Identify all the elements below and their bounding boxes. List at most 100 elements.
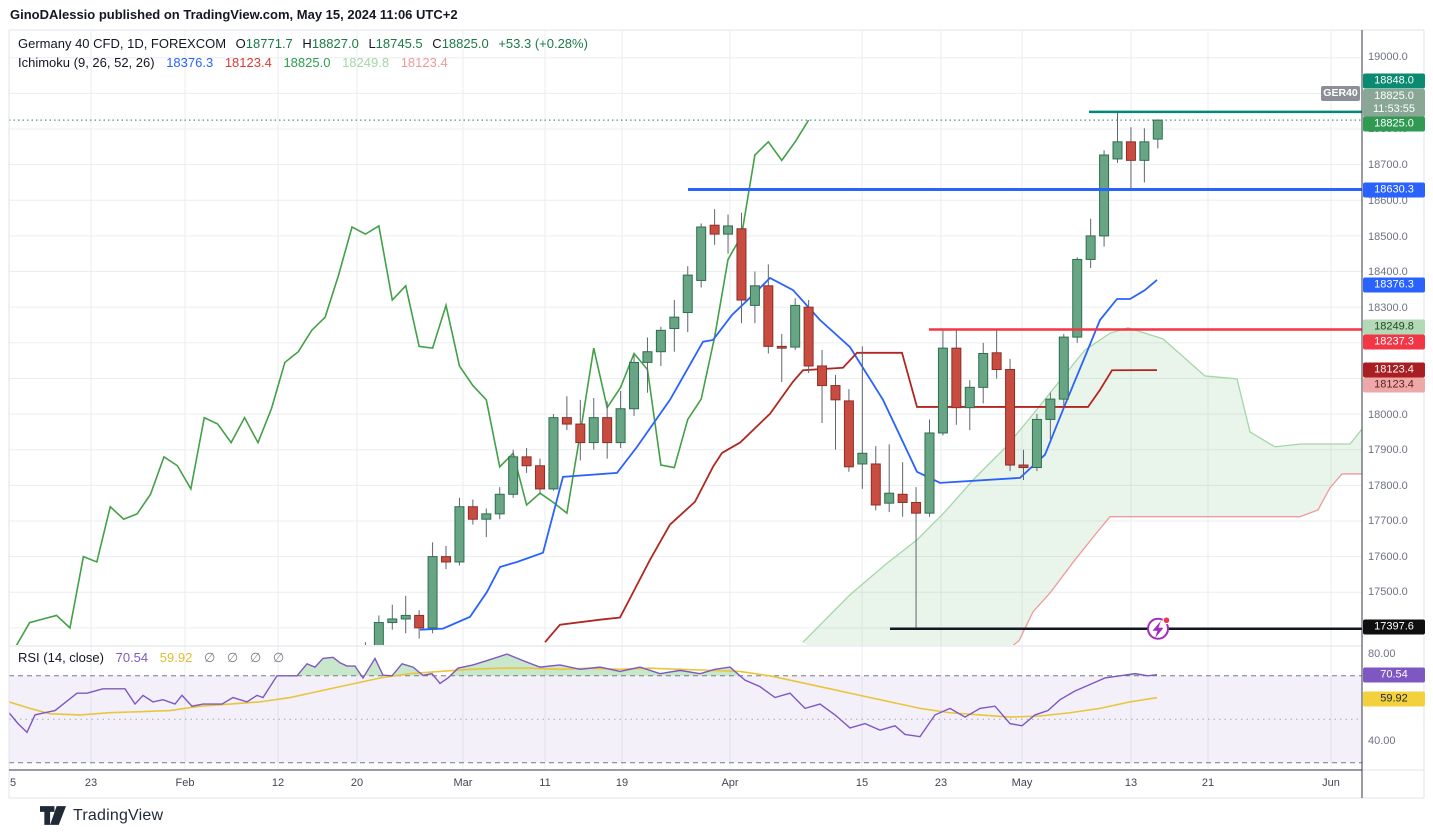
candle-up <box>790 304 801 348</box>
candle-up <box>884 492 895 504</box>
senkou-b-line <box>1012 473 1362 645</box>
time-axis-label: May <box>1011 777 1033 789</box>
byline: GinoDAlessio published on TradingView.co… <box>10 7 458 22</box>
kijun-line <box>544 351 1158 643</box>
kijun-value: 18123.4 <box>224 55 272 70</box>
price-axis-label: 17500.0 <box>1368 586 1408 598</box>
senkou-b-value: 18123.4 <box>400 55 448 70</box>
candle-up <box>669 316 680 330</box>
price-axis-badge: 18825.0 <box>1363 116 1425 132</box>
price-axis-badge: 59.92 <box>1363 691 1425 707</box>
candle-down <box>763 285 774 347</box>
symbol-legend: Germany 40 CFD, 1D, FOREXCOM O18771.7 H1… <box>18 36 588 51</box>
time-axis-label: Feb <box>175 777 195 789</box>
price-axis-label: 17900.0 <box>1368 444 1408 456</box>
candle-down <box>951 347 962 409</box>
candle-down <box>776 345 787 349</box>
rsi-empty-value: ∅ <box>226 650 239 665</box>
candle-up <box>361 646 370 658</box>
time-axis-label: 23 <box>84 777 98 789</box>
price-axis-badge: 18825.0 11:53:55 <box>1363 89 1425 117</box>
candle-up <box>696 226 707 281</box>
candle-up <box>857 452 868 465</box>
candle-down <box>736 228 747 301</box>
candle-down <box>803 306 814 367</box>
rsi-empty-value: ∅ <box>272 650 285 665</box>
high-label: H <box>302 36 312 51</box>
footer-brand-text: TradingView <box>73 806 164 824</box>
candle-up <box>924 432 935 514</box>
footer-brand: TradingView <box>40 806 163 825</box>
candle-up <box>427 556 438 629</box>
low-value: 18745.5 <box>375 36 423 51</box>
flash-alert-icon[interactable] <box>1147 616 1171 640</box>
candle-up <box>387 618 398 624</box>
ichimoku-title: Ichimoku (9, 26, 52, 26) <box>18 55 155 70</box>
candle-down <box>467 506 478 520</box>
candle-down <box>911 501 922 514</box>
candle-up <box>373 622 384 645</box>
candle-up <box>1031 418 1042 469</box>
candle-up <box>937 347 948 434</box>
price-axis-badge: 18123.4 <box>1363 377 1425 393</box>
price-axis-label: 19000.0 <box>1368 51 1408 63</box>
candle-up <box>1058 336 1069 400</box>
candle-down <box>843 400 854 468</box>
time-axis-label: 11 <box>539 777 551 789</box>
candle-down <box>561 417 572 425</box>
candle-up <box>494 493 505 515</box>
time-axis-label: 12 <box>271 777 285 789</box>
candle-up <box>964 386 975 409</box>
candle-up <box>1139 141 1150 161</box>
change-value: +53.3 (+0.28%) <box>498 36 588 51</box>
candle-up <box>629 361 640 410</box>
candle-down <box>575 423 586 444</box>
candle-up <box>588 417 599 444</box>
candle-up <box>723 225 734 235</box>
candle-up <box>1112 141 1123 160</box>
rsi-overbought-fill <box>392 663 434 676</box>
open-value: 18771.7 <box>245 36 293 51</box>
candle-up <box>508 456 519 495</box>
candle-up <box>454 506 465 563</box>
candle-down <box>870 463 881 506</box>
tradingview-logo-icon <box>40 806 66 825</box>
time-axis-label: 21 <box>1201 777 1215 789</box>
price-axis-badge: 18848.0 <box>1363 73 1425 89</box>
price-axis-label: 17700.0 <box>1368 515 1408 527</box>
price-axis-label: 18000.0 <box>1368 409 1408 421</box>
rsi-empty-value: ∅ <box>249 650 262 665</box>
candle-up <box>1085 235 1096 260</box>
main-pane <box>9 110 1362 658</box>
time-axis-label: 23 <box>934 777 948 789</box>
candle-down <box>817 365 828 387</box>
ichimoku-cloud <box>803 327 1362 645</box>
price-axis-label: 18300.0 <box>1368 302 1408 314</box>
candle-up <box>481 513 492 520</box>
price-axis-badge: 17397.6 <box>1363 619 1425 635</box>
candle-down <box>441 556 452 563</box>
rsi-title: RSI (14, close) <box>18 650 104 665</box>
ichimoku-legend: Ichimoku (9, 26, 52, 26) 18376.3 18123.4… <box>18 55 448 70</box>
time-axis-label: Mar <box>453 777 473 789</box>
candle-down <box>991 352 1002 371</box>
rsi-overbought-fill <box>297 657 362 676</box>
tenkan-line <box>419 276 1158 631</box>
senkou-a-line <box>802 327 1362 643</box>
price-axis-badge: 18249.8 <box>1363 319 1425 335</box>
candle-up <box>749 285 760 306</box>
candle-up <box>548 417 559 490</box>
chikou-value: 18825.0 <box>283 55 331 70</box>
candle-up <box>1072 258 1083 338</box>
candle-down <box>1018 464 1029 469</box>
price-axis-label: 18700.0 <box>1368 159 1408 171</box>
price-axis-badge: 18376.3 <box>1363 277 1425 293</box>
candle-up <box>655 329 666 353</box>
rsi-overbought-fill <box>364 658 392 676</box>
candle-down <box>1125 141 1136 161</box>
price-axis-badge: 18630.3 <box>1363 182 1425 198</box>
open-label: O <box>235 36 246 51</box>
symbol-axis-badge: GER40 <box>1321 86 1360 101</box>
